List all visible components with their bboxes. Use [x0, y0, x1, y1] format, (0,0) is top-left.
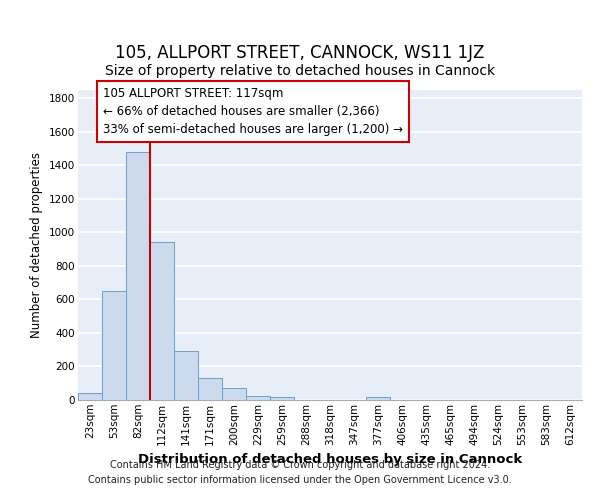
- Y-axis label: Number of detached properties: Number of detached properties: [31, 152, 43, 338]
- Bar: [174, 352, 198, 400]
- Bar: [222, 388, 246, 400]
- Bar: [198, 378, 222, 400]
- X-axis label: Distribution of detached houses by size in Cannock: Distribution of detached houses by size …: [138, 453, 522, 466]
- Bar: [150, 242, 174, 400]
- Text: Contains HM Land Registry data © Crown copyright and database right 2024.
Contai: Contains HM Land Registry data © Crown c…: [88, 460, 512, 485]
- Bar: [366, 397, 390, 400]
- Bar: [270, 396, 294, 400]
- Text: Size of property relative to detached houses in Cannock: Size of property relative to detached ho…: [105, 64, 495, 78]
- Bar: [102, 291, 126, 400]
- Bar: [246, 396, 270, 400]
- Bar: [78, 394, 102, 400]
- Text: 105, ALLPORT STREET, CANNOCK, WS11 1JZ: 105, ALLPORT STREET, CANNOCK, WS11 1JZ: [115, 44, 485, 62]
- Bar: [126, 152, 150, 400]
- Text: 105 ALLPORT STREET: 117sqm
← 66% of detached houses are smaller (2,366)
33% of s: 105 ALLPORT STREET: 117sqm ← 66% of deta…: [103, 88, 403, 136]
